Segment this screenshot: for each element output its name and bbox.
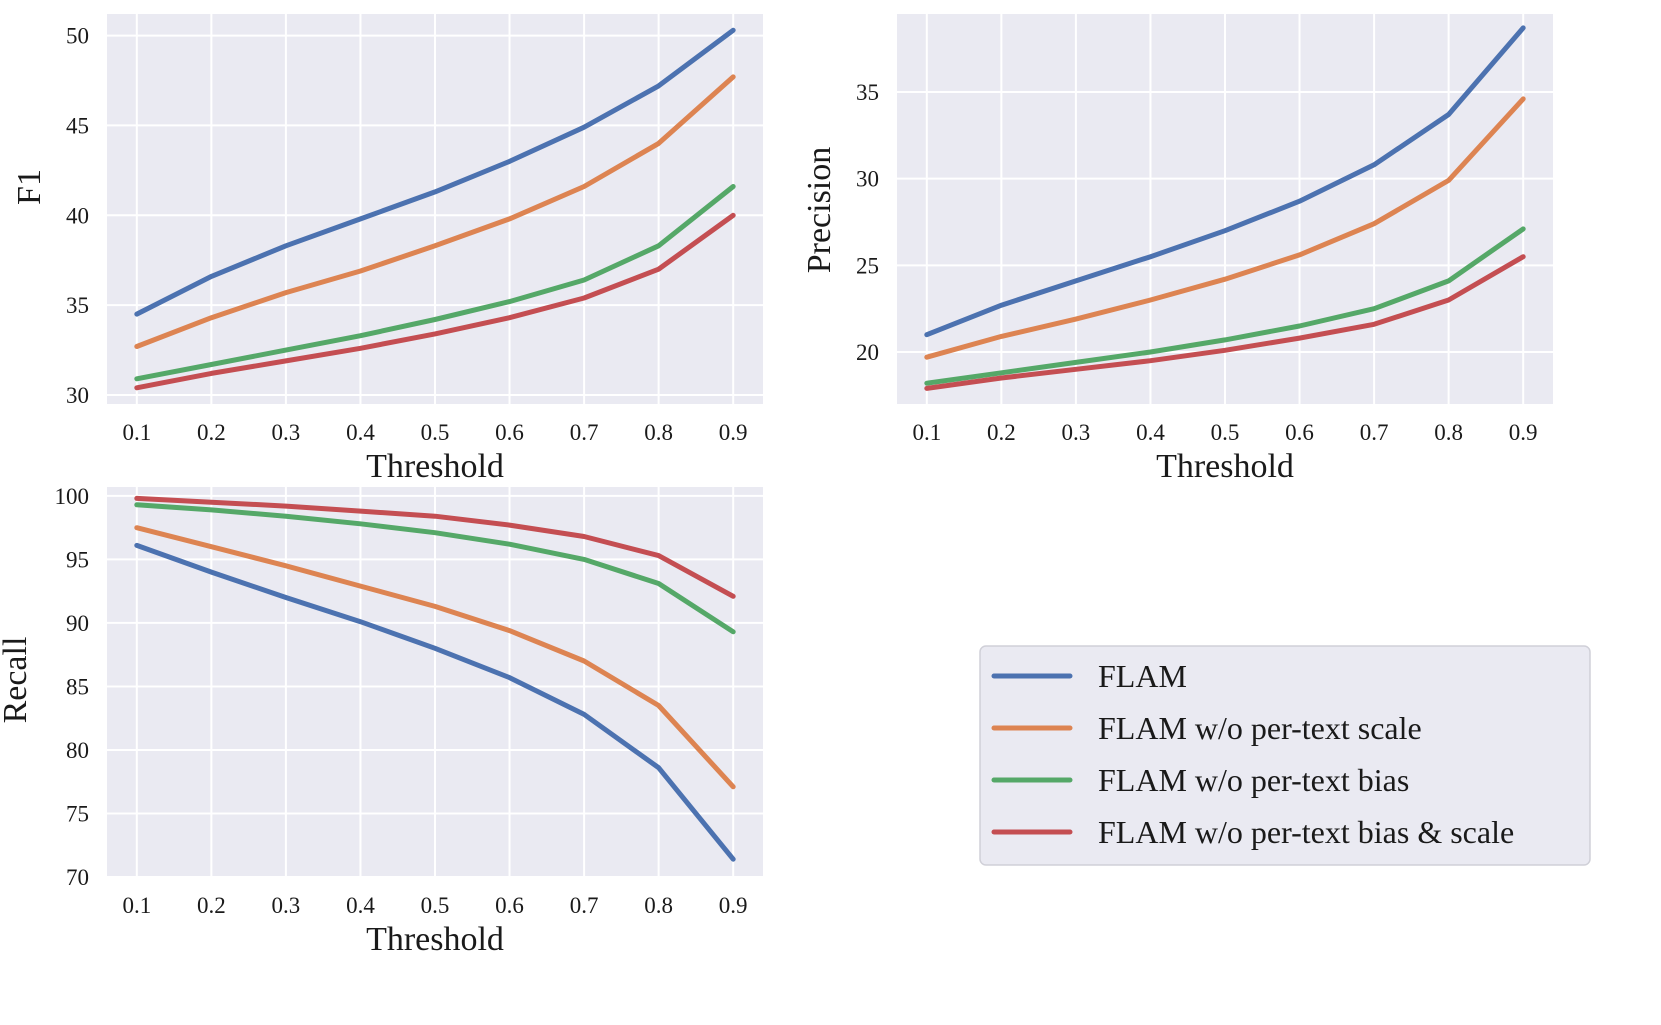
- f1-series-flam-w-o-per-text-bias-and-scale: [134, 212, 736, 391]
- recall-x-tick-label: 0.6: [495, 893, 524, 918]
- f1-series-flam: [134, 27, 736, 317]
- precision-x-tick-label: 0.6: [1285, 420, 1314, 445]
- recall-x-tick-label: 0.7: [570, 893, 599, 918]
- f1-x-tick-label: 0.8: [644, 420, 673, 445]
- recall-x-tick-label: 0.4: [346, 893, 375, 918]
- recall-y-tick-label: 70: [66, 865, 89, 890]
- precision-x-tick-label: 0.3: [1062, 420, 1091, 445]
- f1-x-tick-label: 0.1: [122, 420, 151, 445]
- precision-y-tick-label: 25: [856, 253, 879, 278]
- f1-y-tick-label: 35: [66, 293, 89, 318]
- recall-y-tick-label: 90: [66, 611, 89, 636]
- f1-x-tick-label: 0.2: [197, 420, 226, 445]
- precision-y-tick-label: 20: [856, 340, 879, 365]
- f1-x-tick-label: 0.6: [495, 420, 524, 445]
- f1-y-tick-label: 30: [66, 383, 89, 408]
- f1-y-tick-label: 45: [66, 113, 89, 138]
- f1-x-tick-label: 0.9: [719, 420, 748, 445]
- precision-chart: 0.1 0.2 0.3 0.4 0.5 0.6 0.7 0.8 0.9 20 25 30 35 Thres…: [801, 14, 1553, 485]
- precision-series-flam: [924, 25, 1526, 338]
- recall-series-flam: [134, 542, 736, 862]
- f1-y-tick-label: 40: [66, 203, 89, 228]
- f1-x-tick-label: 0.5: [421, 420, 450, 445]
- recall-y-tick-label: 95: [66, 547, 89, 572]
- recall-x-tick-label: 0.8: [644, 893, 673, 918]
- f1-chart: 0.1 0.2 0.3 0.4 0.5 0.6 0.7 0.8 0.9 30 35 40 45 50 Thr…: [11, 14, 763, 485]
- recall-y-tick-label: 100: [55, 484, 90, 509]
- precision-x-tick-label: 0.7: [1360, 420, 1389, 445]
- recall-x-tick-label: 0.1: [122, 893, 151, 918]
- recall-x-tick-label: 0.3: [272, 893, 301, 918]
- recall-series-flam-w-o-per-text-bias-and-scale: [134, 495, 736, 599]
- legend-label-flam-w-o-per-text-bias: FLAM w/o per-text bias: [1098, 762, 1409, 798]
- f1-x-axis-label: Threshold: [366, 448, 504, 485]
- f1-x-tick-label: 0.4: [346, 420, 375, 445]
- precision-series-flam-w-o-per-text-scale: [924, 96, 1526, 360]
- f1-y-tick-label: 50: [66, 24, 89, 49]
- recall-series-flam-w-o-per-text-bias: [134, 502, 736, 635]
- precision-series-flam-w-o-per-text-bias: [924, 226, 1526, 386]
- f1-x-tick-label: 0.7: [570, 420, 599, 445]
- legend: FLAM FLAM w/o per-text scale FLAM w/o per-…: [979, 645, 1591, 866]
- recall-x-tick-label: 0.2: [197, 893, 226, 918]
- recall-x-axis-label: Threshold: [366, 921, 504, 958]
- legend-label-flam-w-o-per-text-bias-and-scale: FLAM w/o per-text bias & scale: [1098, 814, 1514, 850]
- precision-x-tick-label: 0.5: [1211, 420, 1240, 445]
- precision-x-tick-label: 0.4: [1136, 420, 1165, 445]
- precision-x-tick-label: 0.8: [1434, 420, 1463, 445]
- recall-y-tick-label: 80: [66, 738, 89, 763]
- precision-x-axis-label: Threshold: [1156, 448, 1294, 485]
- f1-x-tick-label: 0.3: [272, 420, 301, 445]
- f1-y-axis-label: F1: [11, 169, 48, 205]
- f1-series-flam-w-o-per-text-scale: [134, 74, 736, 349]
- f1-series-flam-w-o-per-text-bias: [134, 184, 736, 382]
- legend-frame: [979, 645, 1591, 866]
- recall-y-axis-label: Recall: [0, 637, 34, 724]
- precision-y-axis-label: Precision: [801, 147, 838, 274]
- precision-y-tick-label: 35: [856, 80, 879, 105]
- recall-x-tick-label: 0.5: [421, 893, 450, 918]
- recall-chart: 0.1 0.2 0.3 0.4 0.5 0.6 0.7 0.8 0.9 70 75 80 85 90 95 1…: [0, 484, 763, 958]
- recall-y-tick-label: 75: [66, 801, 89, 826]
- precision-x-tick-label: 0.9: [1509, 420, 1538, 445]
- precision-series-flam-w-o-per-text-bias-and-scale: [924, 254, 1526, 391]
- precision-y-tick-label: 30: [856, 167, 879, 192]
- precision-x-tick-label: 0.1: [912, 420, 941, 445]
- precision-x-tick-label: 0.2: [987, 420, 1016, 445]
- legend-label-flam-w-o-per-text-scale: FLAM w/o per-text scale: [1098, 710, 1422, 746]
- recall-series-flam-w-o-per-text-scale: [134, 525, 736, 790]
- legend-label-flam: FLAM: [1098, 658, 1187, 694]
- recall-y-tick-label: 85: [66, 674, 89, 699]
- recall-x-tick-label: 0.9: [719, 893, 748, 918]
